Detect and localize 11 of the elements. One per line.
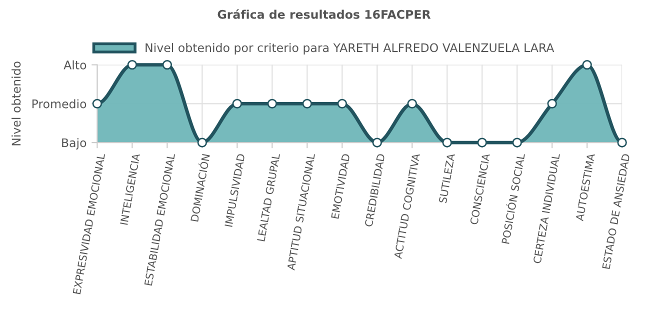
x-tick-label: ACTITUD COGNITIVA [394,153,420,260]
category-label: Bajo [62,138,86,150]
x-tick-label: LEALTAD GRUPAL [257,153,280,242]
category-label: Alto [64,60,86,70]
x-tick-label: ESTADO DE ANSIEDAD [602,154,630,270]
chart-title: Gráfica de resultados 16FACPER [218,9,431,19]
x-tick-label: POSICIÓN SOCIAL [500,152,526,244]
y-axis-title: Nivel obtenido [12,62,21,146]
x-tick-label: SUTILEZA [438,153,456,204]
legend-label: Nivel obtenido por criterio para YARETH ALFREDO VALENZUELA LARA [146,43,554,54]
category-label: Promedio [32,99,86,108]
